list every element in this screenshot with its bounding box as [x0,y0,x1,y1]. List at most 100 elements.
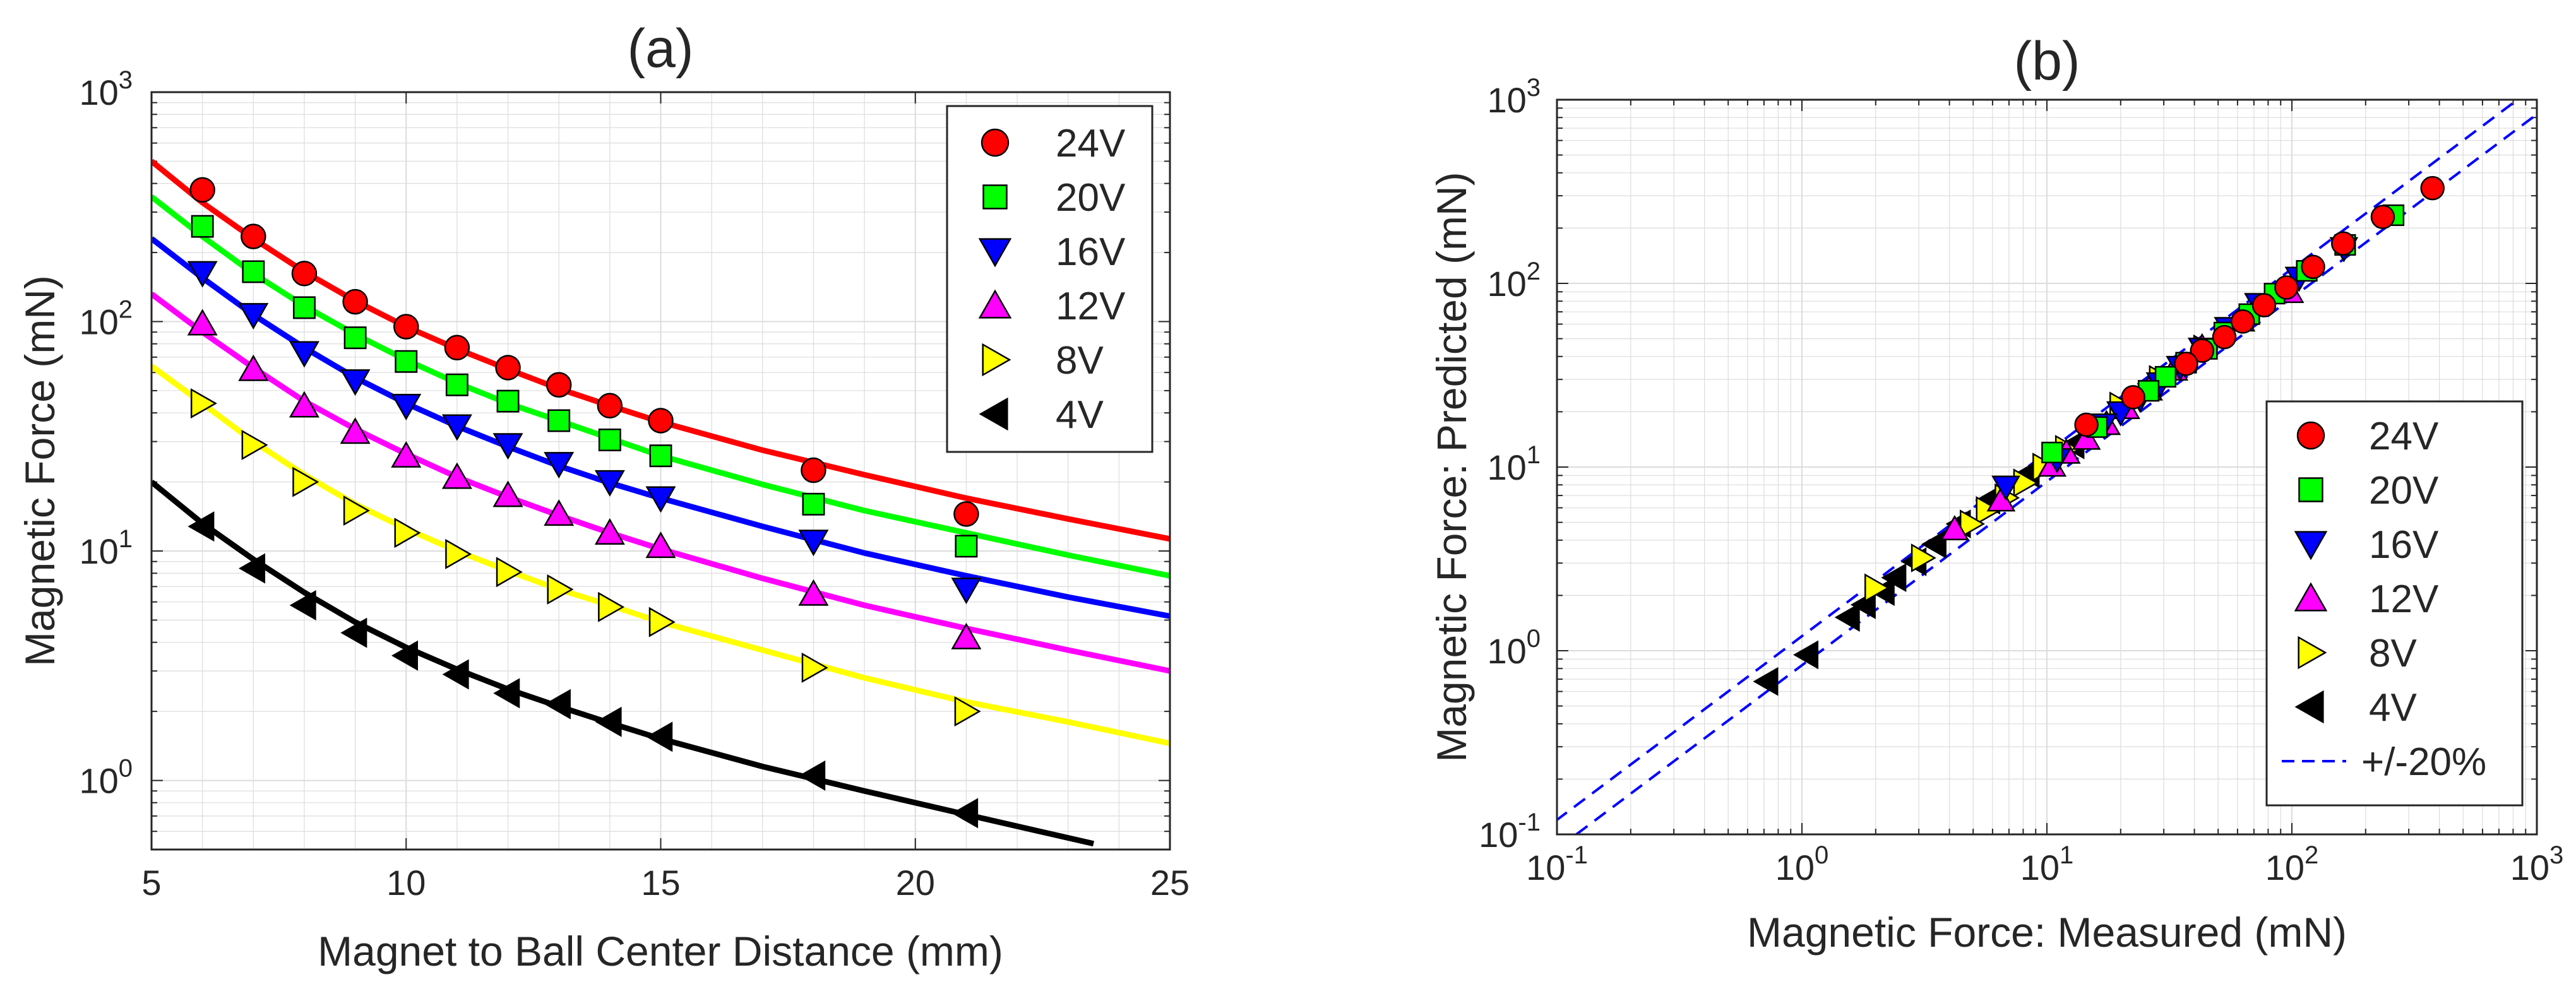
panel-a-point-4V [544,689,571,720]
panel-a-point-24V [495,355,521,381]
panel-a-point-20V [955,535,978,558]
panel-a-title: (a) [627,18,693,79]
panel-a-point-8V [445,538,472,569]
panel-a-point-24V [291,261,318,287]
panel-b-legend-marker-20V [2298,477,2323,502]
panel-a-point-24V [597,393,623,419]
panel-b-legend: 24V 20V 16V 12V 8V 4V +/-20% [2265,400,2524,807]
panel-b-xtick-label: 101 [2020,841,2074,887]
panel-a-point-16V [238,303,269,330]
panel-a-point-12V [391,441,422,468]
panel-a-fit-curve-24V [152,158,1170,542]
panel-b-ytick-label-base: 10 [1487,631,1526,671]
panel-b-point-24V [2190,338,2215,363]
panel-b-point-24V [2274,275,2299,300]
panel-a-legend-label-16V: 16V [1056,230,1126,274]
panel-a-point-4V [391,640,418,671]
panel-b-ytick-label: 101 [1487,441,1541,487]
panel-a-point-12V [441,462,472,489]
panel-b-legend-label-8V: 8V [2369,632,2417,675]
panel-b-point-8V [1864,573,1890,603]
panel-a-point-4V [951,798,979,829]
panel-a-point-4V [239,553,266,584]
panel-a-legend-label-4V: 4V [1056,393,1104,437]
panel-a-point-16V [544,452,575,479]
panel-a-point-8V [954,696,981,727]
panel-a-point-20V [649,444,672,468]
panel-b-legend-label-16V: 16V [2369,523,2439,567]
panel-b-point-24V [2074,412,2099,437]
panel-b-point-12V [1986,486,2016,512]
panel-a-ytick-label-exponent: 1 [119,525,133,553]
panel-a-point-16V [951,578,982,605]
panel-a-point-8V [190,388,217,419]
panel-b-legend-marker-12V [2294,582,2328,612]
panel-a-xlabel: Magnet to Ball Center Distance (mm) [318,928,1003,974]
panel-a-point-8V [598,591,625,622]
panel-a-ytick-label: 101 [79,525,133,571]
panel-a-xtick-label: 25 [1150,863,1190,903]
panel-a-point-12V [187,309,218,336]
panel-b-point-20V [2041,441,2063,464]
panel-a-point-4V [442,659,469,690]
panel-b-point-8V [1911,543,1936,572]
panel-a-point-16V [187,261,218,288]
panel-a-point-24V [801,457,826,483]
panel-a-legend-label-8V: 8V [1056,339,1104,382]
panel-b-legend-marker-24V [2296,421,2325,450]
panel-a-legend-marker-16V [978,238,1012,268]
panel-b-point-4V [1834,603,1860,632]
panel-b-ytick-label: 10-1 [1479,808,1541,855]
panel-a-point-20V [496,389,520,413]
panel-a-legend-label-24V: 24V [1056,122,1126,165]
panel-a-point-8V [547,574,574,605]
panel-a-ytick-label-exponent: 2 [119,296,133,324]
panel-b-xtick-label-base: 10 [1775,848,1815,887]
panel-a-point-24V [342,288,368,315]
panel-a-point-8V [394,518,421,548]
panel-a-point-20V [802,492,825,516]
panel-b-xtick-label: 100 [1775,841,1829,887]
panel-b-point-16V [1991,475,2020,501]
panel-a-ytick-label-base: 10 [79,531,118,571]
panel-b-point-24V [2121,385,2145,410]
panel-a-ytick-label-base: 10 [79,73,118,112]
panel-b-ytick-label: 100 [1487,625,1541,671]
panel-b-xtick-label-base: 10 [2510,848,2549,887]
panel-a-ytick-label-exponent: 0 [119,755,133,783]
panel-a-point-20V [598,429,621,451]
panel-a-point-20V [445,373,468,396]
panel-b-xtick-label-base: 10 [2020,848,2060,887]
panel-b-point-24V [2370,204,2395,229]
panel-b-xtick-label: 102 [2265,841,2319,887]
panel-b-ytick-label-base: 10 [1487,264,1526,304]
panel-a-xtick-label: 20 [896,863,935,903]
panel-a-point-16V [492,433,523,460]
panel-a-legend-label-20V: 20V [1056,176,1126,220]
panel-a-xtick-label: 10 [386,863,426,903]
panel-a-ytick-label: 103 [79,66,133,112]
panel-b-ytick-label-exponent: 1 [1527,441,1541,469]
panel-b-ytick-label-exponent: 2 [1527,258,1541,285]
panel-b-point-4V [1793,640,1819,670]
panel-b-point-24V [2251,293,2277,317]
panel-a-ytick-label-base: 10 [79,761,118,801]
panel-a-point-8V [343,495,370,526]
panel-b-point-24V [2212,324,2237,350]
panel-a-point-12V [289,391,319,418]
panel-b-ytick-label-base: 10 [1479,815,1518,855]
panel-a-legend-box [946,105,1154,453]
panel-b-ytick-label: 103 [1487,74,1541,120]
panel-a-point-12V [492,480,523,507]
panel-a-point-12V [340,417,371,444]
panel-b-xtick-label-base: 10 [1526,848,1565,887]
panel-a-point-8V [241,429,268,460]
panel-b-point-4V [1921,530,1947,559]
panel-b-xlabel: Magnetic Force: Measured (mN) [1747,909,2347,956]
panel-a-point-24V [241,223,266,249]
panel-b-legend-label-ref: +/-20% [2361,740,2486,784]
panel-a-point-4V [340,617,367,648]
